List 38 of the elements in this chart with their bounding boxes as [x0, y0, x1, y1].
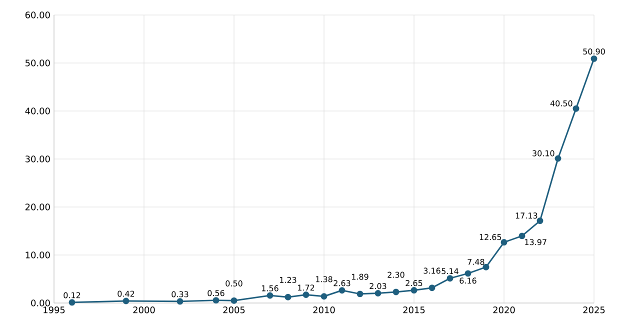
point	[482, 264, 490, 270]
point	[410, 287, 418, 294]
point	[338, 287, 346, 294]
point	[212, 297, 220, 304]
point	[122, 298, 130, 304]
point	[500, 239, 508, 246]
point	[374, 290, 382, 296]
x-tick-label: 2000	[133, 306, 155, 314]
x-tick-label: 2015	[403, 306, 425, 314]
x-tick-label: 2025	[583, 306, 605, 314]
point	[572, 105, 580, 112]
point	[536, 218, 544, 224]
point	[554, 155, 562, 162]
point	[446, 275, 454, 282]
point	[392, 288, 400, 296]
y-tick-label: 30.00	[26, 156, 50, 162]
point	[428, 284, 436, 292]
point	[302, 292, 310, 298]
y-tick-label: 50.00	[26, 60, 50, 66]
y-tick-label: 40.00	[25, 108, 50, 114]
y-tick-label: 10.00	[26, 252, 50, 258]
point	[320, 293, 328, 300]
point	[230, 297, 238, 304]
y-tick-label: 0.00	[31, 300, 50, 306]
y-tick-label: 60.00	[25, 12, 50, 18]
point	[518, 232, 526, 240]
x-tick-label: 2020	[493, 306, 515, 314]
x-tick-label: 1995	[44, 306, 65, 314]
point	[176, 298, 184, 305]
point	[284, 294, 292, 300]
x-tick-label: 2010	[313, 306, 335, 314]
point	[356, 290, 364, 298]
y-tick-label: 20.00	[25, 204, 50, 210]
x-tick-label: 2005	[223, 306, 245, 314]
point	[590, 55, 598, 62]
point	[266, 292, 274, 299]
point	[464, 270, 472, 277]
point	[68, 299, 76, 306]
